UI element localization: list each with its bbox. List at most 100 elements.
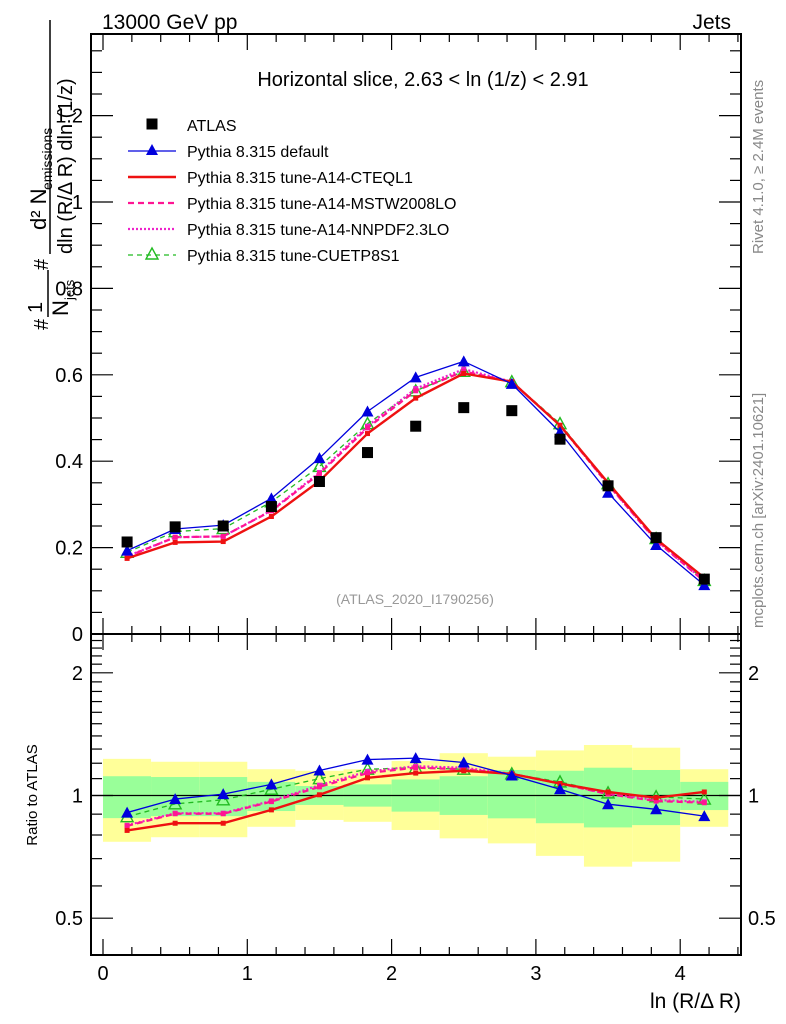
legend-marker-atlas bbox=[146, 118, 158, 130]
ratio-pythia-8-315-tune-a14-cteql1-point bbox=[172, 820, 178, 826]
ratio-panel-frame bbox=[90, 633, 742, 956]
ratio-pythia-8-315-tune-a14-cteql1-point bbox=[316, 792, 322, 798]
atlas-data-point bbox=[554, 433, 566, 445]
series-pythia-8-315-tune-cuetp8s1-point bbox=[456, 363, 471, 378]
chart-title: Horizontal slice, 2.63 < ln (1/z) < 2.91 bbox=[257, 69, 588, 91]
ratio-y-axis-label: Ratio to ATLAS bbox=[24, 744, 41, 845]
ratio-pythia-8-315-tune-a14-mstw2008lo-point bbox=[268, 799, 274, 805]
ylabel-njets-sub: jets bbox=[62, 279, 77, 301]
series-pythia-8-315-tune-a14-cteql1-point bbox=[220, 539, 226, 545]
main-y-tick-label: 1 bbox=[72, 192, 83, 214]
ratio-pythia-8-315-tune-a14-cteql1-point bbox=[413, 770, 419, 776]
series-pythia-8-315-tune-a14-cteql1-point bbox=[268, 513, 274, 519]
legend-entry: Pythia 8.315 tune-A14-NNPDF2.3LO bbox=[128, 222, 449, 239]
legend-entry: Pythia 8.315 tune-A14-CTEQL1 bbox=[128, 170, 413, 187]
series-pythia-8-315-default-point bbox=[650, 539, 663, 551]
x-tick-label: 2 bbox=[386, 963, 397, 985]
main-y-tick-label: 0.2 bbox=[55, 538, 83, 560]
ratio-pythia-8-315-tune-a14-mstw2008lo-point bbox=[172, 811, 178, 817]
legend-label: Pythia 8.315 tune-A14-MSTW2008LO bbox=[187, 196, 456, 213]
series-pythia-8-315-tune-a14-cteql1-line bbox=[126, 372, 706, 579]
ratio-pythia-8-315-tune-a14-cteql1-point bbox=[653, 795, 659, 801]
atlas-data-point bbox=[313, 476, 325, 488]
atlas-data-point bbox=[698, 573, 710, 585]
series-pythia-8-315-tune-a14-mstw2008lo-point bbox=[220, 533, 226, 539]
ratio-pythia-8-315-tune-a14-cteql1-point bbox=[461, 768, 467, 774]
ratio-pythia-8-315-default-point bbox=[121, 806, 134, 818]
series-pythia-8-315-default-point bbox=[602, 486, 615, 498]
main-y-tick-label: 1.2 bbox=[55, 106, 83, 128]
atlas-data-point bbox=[217, 520, 229, 532]
ratio-y-tick-label-right: 1 bbox=[748, 786, 759, 808]
main-y-tick-label: 0 bbox=[72, 624, 83, 646]
series-pythia-8-315-default-point bbox=[313, 452, 326, 464]
beam-label: 13000 GeV pp bbox=[102, 11, 237, 34]
ratio-pythia-8-315-tune-a14-cteql1-point bbox=[701, 789, 707, 795]
series-pythia-8-315-default-point bbox=[265, 492, 278, 504]
series-pythia-8-315-tune-a14-nnpdf2-3lo-line bbox=[126, 368, 706, 582]
ratio-pythia-8-315-default-point bbox=[650, 803, 663, 815]
ratio-pythia-8-315-default-point bbox=[602, 798, 615, 810]
rivet-label: Rivet 4.1.0, ≥ 2.4M events bbox=[750, 80, 767, 254]
ratio-pythia-8-315-tune-a14-mstw2008lo-point bbox=[124, 823, 130, 829]
series-pythia-8-315-tune-a14-cteql1-point bbox=[461, 371, 467, 377]
ratio-pythia-8-315-tune-a14-mstw2008lo-point bbox=[413, 765, 419, 771]
x-tick-label: 1 bbox=[242, 963, 253, 985]
legend-label: Pythia 8.315 default bbox=[187, 144, 329, 161]
ratio-pythia-8-315-default-point bbox=[169, 793, 182, 805]
main-y-axis-label: # 1 N jets # d² N emissions dln (R/Δ R) … bbox=[25, 20, 77, 330]
ylabel-denominator: dln (R/Δ R) dln (1/z) bbox=[55, 78, 77, 254]
legend-label: Pythia 8.315 tune-A14-NNPDF2.3LO bbox=[187, 222, 449, 239]
atlas-data-point bbox=[410, 420, 422, 432]
ylabel-numerator: d² N bbox=[26, 188, 51, 230]
analysis-watermark: (ATLAS_2020_I1790256) bbox=[336, 591, 494, 607]
series-pythia-8-315-tune-a14-mstw2008lo-point bbox=[172, 534, 178, 540]
legend-entry: Pythia 8.315 tune-CUETP8S1 bbox=[128, 246, 400, 265]
atlas-data-point bbox=[650, 532, 662, 544]
legend-marker bbox=[144, 246, 160, 260]
ratio-pythia-8-315-tune-a14-cteql1-point bbox=[605, 789, 611, 795]
ratio-pythia-8-315-default-point bbox=[505, 769, 518, 781]
legend-label: ATLAS bbox=[187, 118, 237, 135]
series-pythia-8-315-tune-a14-cteql1-point bbox=[365, 431, 371, 437]
series-pythia-8-315-default-point bbox=[409, 371, 422, 383]
ratio-y-tick-label-right: 2 bbox=[748, 663, 759, 685]
ratio-y-tick-label-left: 2 bbox=[72, 663, 83, 685]
main-y-tick-label: 0.4 bbox=[55, 451, 83, 473]
ratio-pythia-8-315-default-point bbox=[313, 764, 326, 776]
ratio-pythia-8-315-default-point bbox=[361, 753, 374, 765]
atlas-data-point bbox=[169, 521, 181, 533]
ylabel-hash1: # bbox=[31, 318, 53, 330]
band-1sigma bbox=[535, 770, 584, 824]
atlas-data-point bbox=[265, 501, 277, 513]
series-pythia-8-315-default-line bbox=[126, 360, 705, 586]
series-pythia-8-315-tune-a14-cteql1-point bbox=[557, 422, 563, 428]
atlas-data-point bbox=[362, 447, 374, 459]
ratio-pythia-8-315-default-point bbox=[265, 778, 278, 790]
ylabel-one: 1 bbox=[25, 302, 47, 313]
ylabel-hash2: # bbox=[31, 258, 53, 270]
atlas-data-point bbox=[602, 480, 614, 492]
ratio-pythia-8-315-tune-cuetp8s1-point bbox=[216, 792, 231, 806]
legend-entry: ATLAS bbox=[146, 118, 237, 135]
mcplots-label: mcplots.cern.ch [arXiv:2401.10621] bbox=[750, 393, 767, 628]
series-pythia-8-315-tune-a14-mstw2008lo-point bbox=[316, 471, 322, 477]
legend-entry: Pythia 8.315 tune-A14-MSTW2008LO bbox=[128, 196, 456, 213]
ylabel-njets: N bbox=[48, 300, 73, 316]
ratio-pythia-8-315-tune-a14-cteql1-point bbox=[220, 820, 226, 826]
series-pythia-8-315-tune-a14-mstw2008lo-point bbox=[365, 425, 371, 431]
series-pythia-8-315-tune-a14-cteql1-point bbox=[413, 395, 419, 401]
x-tick-label: 4 bbox=[675, 963, 686, 985]
series-pythia-8-315-tune-a14-cteql1-point bbox=[172, 539, 178, 545]
series-pythia-8-315-default-point bbox=[698, 579, 711, 591]
series-pythia-8-315-tune-a14-mstw2008lo-point bbox=[413, 388, 419, 394]
main-y-tick-label: 0.6 bbox=[55, 365, 83, 387]
x-tick-label: 3 bbox=[530, 963, 541, 985]
series-pythia-8-315-default-point bbox=[361, 405, 374, 417]
atlas-data-point bbox=[458, 402, 470, 414]
ratio-pythia-8-315-tune-a14-cteql1-point bbox=[124, 827, 130, 833]
axes: 0 1 2 3 4 0 0.2 0.4 0.6 0.8 1 1.2 0.5 0.5 1 1 2 2 bbox=[55, 33, 776, 985]
series-pythia-8-315-default-point bbox=[457, 355, 470, 367]
ratio-pythia-8-315-tune-a14-cteql1-point bbox=[268, 807, 274, 813]
ratio-pythia-8-315-default-point bbox=[698, 810, 711, 822]
